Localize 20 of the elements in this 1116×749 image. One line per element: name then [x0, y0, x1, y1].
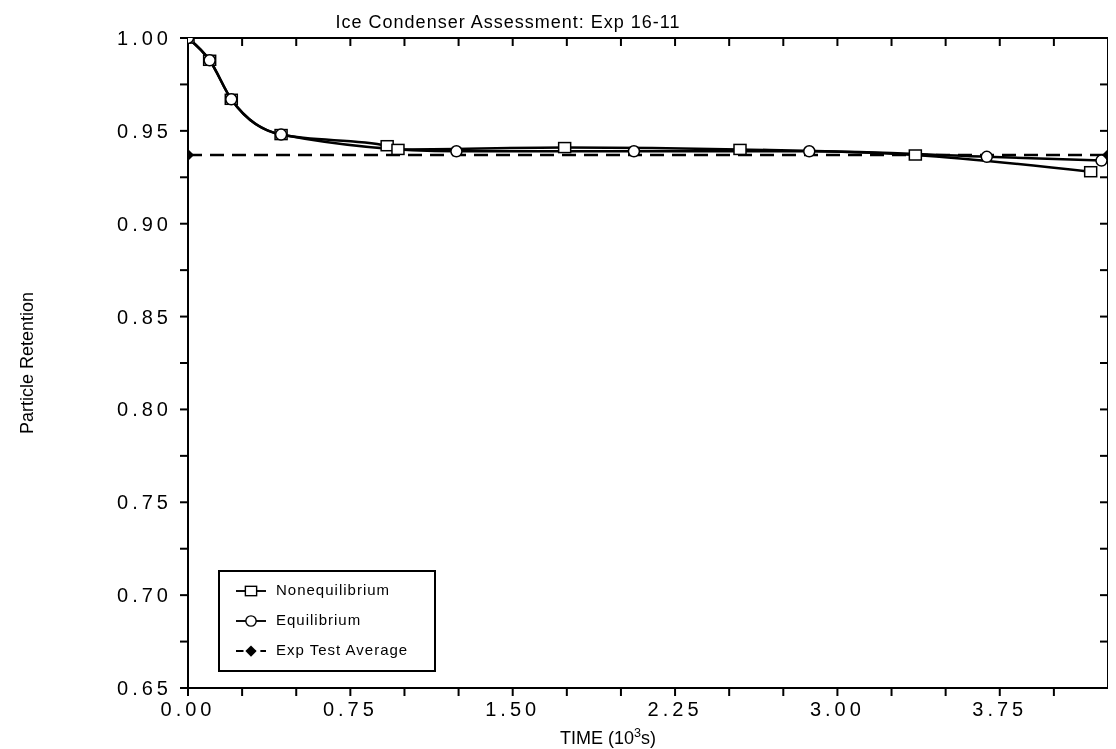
y-tick-label: 0.65: [117, 677, 172, 699]
legend-label: Nonequilibrium: [276, 580, 391, 598]
x-tick-label: 0.00: [160, 698, 216, 720]
x-axis-title: TIME (10$^{3}$s): [559, 726, 657, 748]
x-tick-label: 1.50: [485, 698, 541, 720]
x-tick-label: 3.00: [809, 698, 865, 720]
chart-title: Ice Condenser Assessment: Exp 16-11: [335, 12, 681, 32]
y-tick-label: 0.75: [117, 491, 172, 514]
y-tick-label: 0.80: [117, 398, 172, 421]
legend-label: Equilibrium: [276, 610, 362, 628]
y-tick-label: 0.90: [117, 212, 172, 235]
y-tick-label: 0.95: [117, 119, 172, 142]
x-tick-label: 2.25: [647, 698, 703, 720]
x-tick-label: 0.75: [322, 698, 378, 720]
legend-label: Exp Test Average: [276, 640, 409, 658]
y-tick-label: 0.70: [117, 584, 172, 607]
y-tick-label: 1.00: [117, 27, 172, 49]
y-tick-label: 0.85: [117, 305, 172, 328]
x-tick-label: 3.75: [972, 698, 1028, 720]
y-axis-title: Particle Retention: [17, 291, 37, 435]
